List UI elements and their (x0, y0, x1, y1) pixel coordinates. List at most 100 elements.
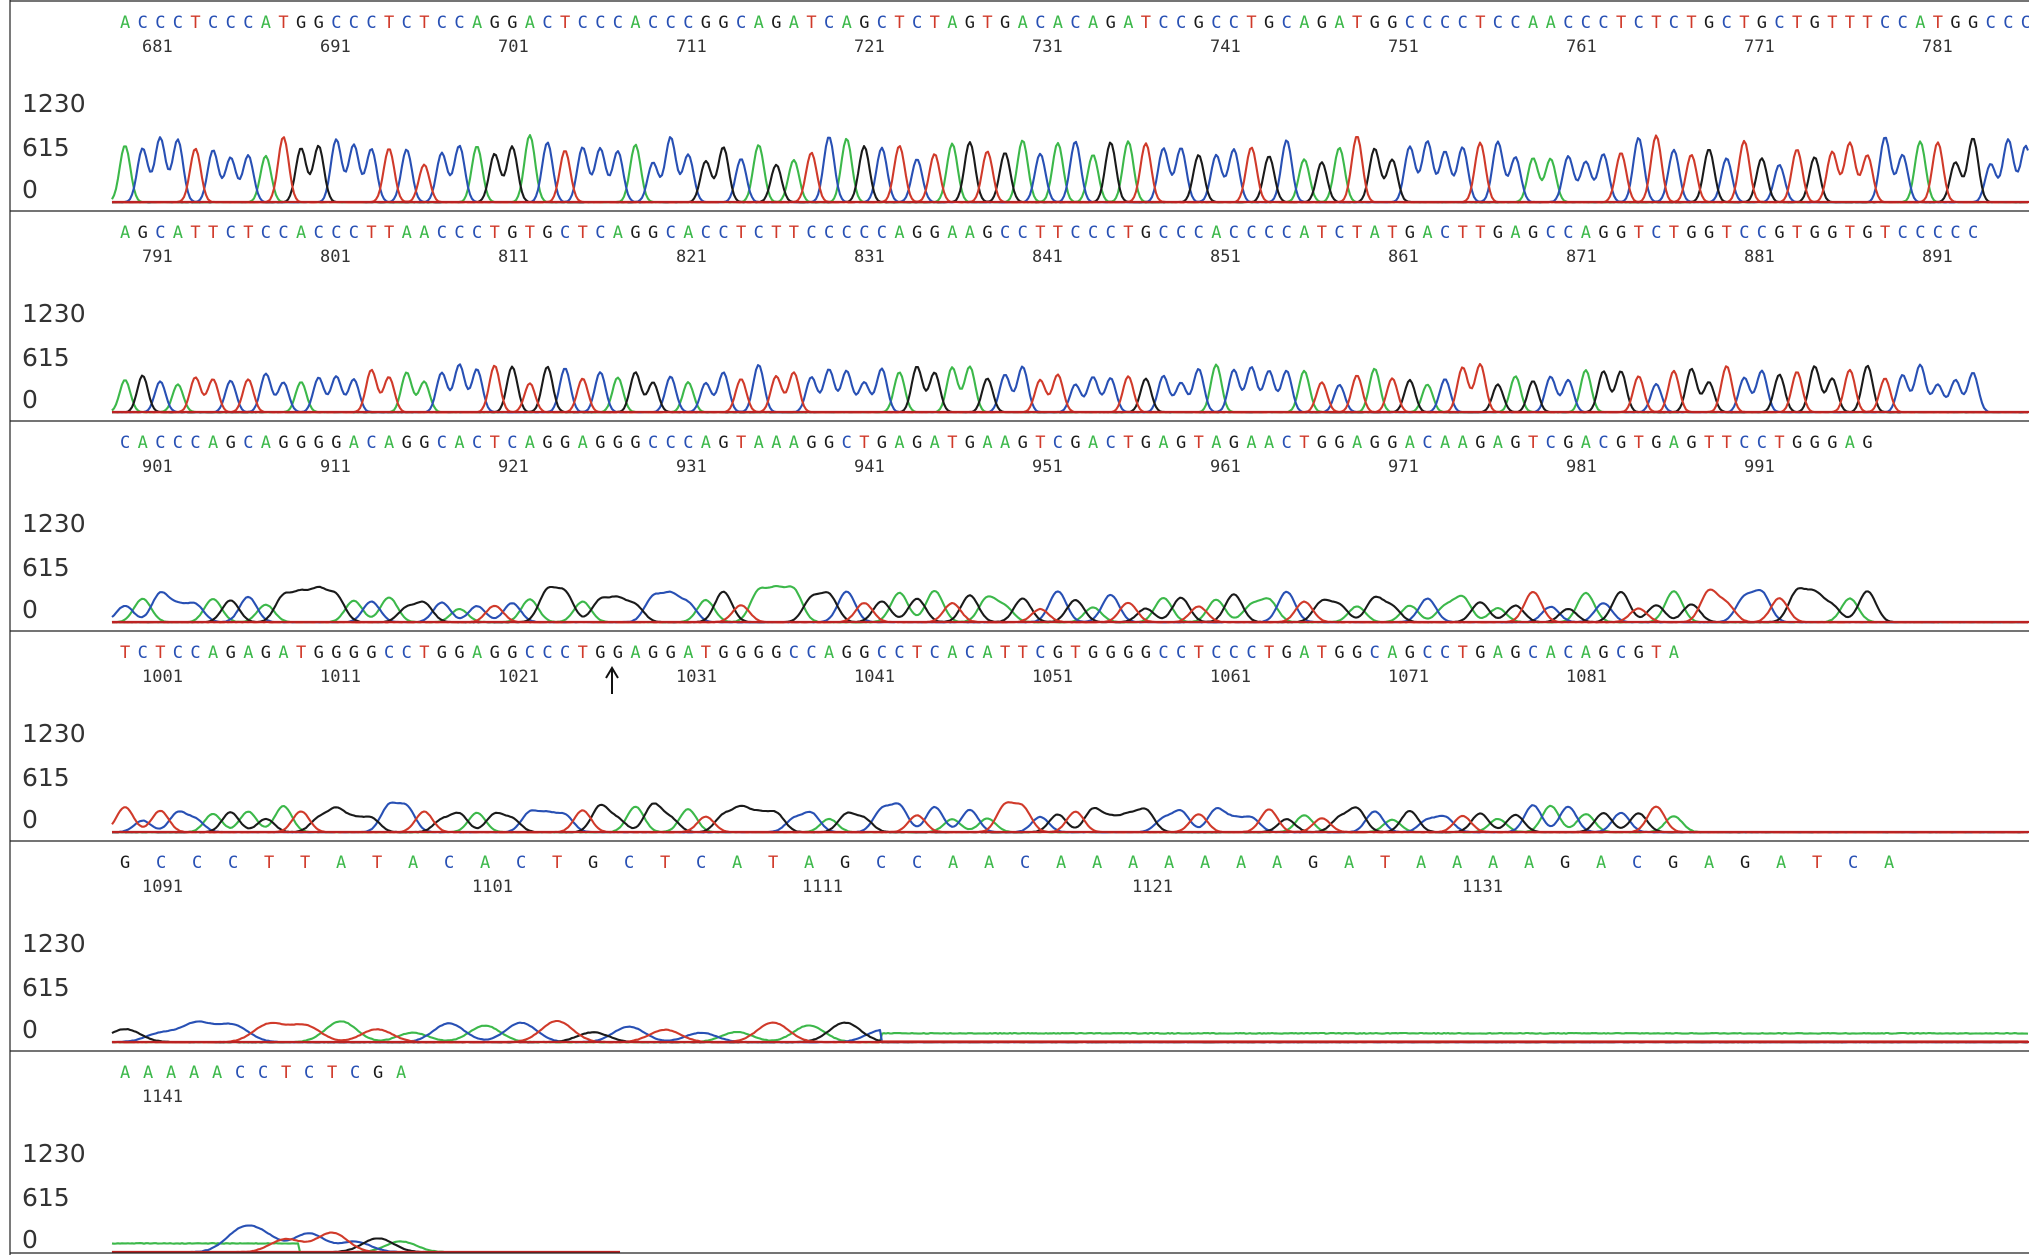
y-tick-label: 1230 (22, 929, 86, 958)
position-label: 1071 (1388, 667, 1429, 687)
base-call-T: T (1123, 223, 1133, 243)
base-call-T: T (1704, 433, 1714, 453)
base-call-T: T (894, 13, 904, 33)
base-call-T: T (1352, 13, 1362, 33)
trace-A (111, 1020, 2029, 1044)
base-call-C: C (1246, 643, 1256, 663)
base-call-C: C (349, 223, 359, 243)
base-call-C: C (120, 433, 130, 453)
base-call-G: G (542, 223, 552, 243)
base-call-C: C (1070, 13, 1080, 33)
base-call-G: G (1053, 643, 1063, 663)
base-call-C: C (1282, 433, 1292, 453)
base-call-G: G (1757, 13, 1767, 33)
base-call-C: C (1986, 13, 1996, 33)
base-call-T: T (1000, 643, 1010, 663)
base-call-G: G (138, 223, 148, 243)
base-call-T: T (327, 1063, 337, 1083)
base-call-C: C (1176, 223, 1186, 243)
base-call-G: G (1334, 643, 1344, 663)
position-label: 811 (498, 247, 529, 267)
base-call-C: C (437, 433, 447, 453)
base-call-A: A (336, 853, 346, 873)
base-call-A: A (1452, 853, 1462, 873)
base-call-G: G (965, 13, 975, 33)
base-call-A: A (243, 643, 253, 663)
base-call-A: A (208, 433, 218, 453)
trace-T (111, 801, 2028, 834)
base-call-G: G (226, 643, 236, 663)
base-call-C: C (173, 433, 183, 453)
base-call-C: C (824, 13, 834, 33)
base-call-T: T (701, 643, 711, 663)
trace-T (111, 1019, 2028, 1044)
base-call-C: C (402, 643, 412, 663)
base-call-T: T (982, 13, 992, 33)
position-label: 951 (1032, 457, 1063, 477)
base-call-C: C (1070, 223, 1080, 243)
base-call-C: C (190, 433, 200, 453)
base-call-C: C (912, 853, 922, 873)
base-call-C: C (789, 643, 799, 663)
base-call-C: C (1422, 433, 1432, 453)
base-call-G: G (613, 433, 623, 453)
position-label: 1051 (1032, 667, 1073, 687)
base-call-C: C (1739, 433, 1749, 453)
base-call-C: C (243, 13, 253, 33)
base-call-A: A (1352, 433, 1362, 453)
base-call-C: C (1898, 13, 1908, 33)
base-call-T: T (120, 643, 130, 663)
y-tick-label: 615 (22, 973, 70, 1002)
base-call-C: C (1405, 13, 1415, 33)
base-call-A: A (613, 223, 623, 243)
base-call-T: T (578, 223, 588, 243)
base-call-T: T (1018, 643, 1028, 663)
base-call-A: A (1088, 13, 1098, 33)
base-call-G: G (1810, 13, 1820, 33)
base-call-G: G (314, 433, 324, 453)
base-call-A: A (1334, 13, 1344, 33)
base-call-G: G (754, 643, 764, 663)
position-label: 791 (142, 247, 173, 267)
base-call-G: G (507, 223, 517, 243)
base-call-G: G (859, 643, 869, 663)
base-call-C: C (877, 643, 887, 663)
position-label: 1141 (142, 1087, 183, 1107)
base-call-C: C (1334, 223, 1344, 243)
base-call-A: A (1488, 853, 1498, 873)
base-call-A: A (408, 853, 418, 873)
base-call-T: T (155, 643, 165, 663)
base-call-G: G (331, 433, 341, 453)
base-call-A: A (472, 643, 482, 663)
base-call-C: C (1020, 853, 1030, 873)
y-tick-label: 0 (22, 175, 38, 204)
base-call-T: T (1792, 13, 1802, 33)
base-call-T: T (1933, 13, 1943, 33)
base-call-T: T (1739, 13, 1749, 33)
y-tick-label: 0 (22, 805, 38, 834)
base-call-A: A (1493, 643, 1503, 663)
base-call-T: T (490, 433, 500, 453)
base-call-G: G (1141, 643, 1151, 663)
base-call-A: A (894, 433, 904, 453)
base-call-A: A (1581, 223, 1591, 243)
base-call-G: G (1528, 223, 1538, 243)
base-call-G: G (842, 643, 852, 663)
base-call-C: C (859, 223, 869, 243)
position-label: 721 (854, 37, 885, 57)
position-label: 1021 (498, 667, 539, 687)
base-call-C: C (1598, 13, 1608, 33)
base-call-T: T (930, 13, 940, 33)
base-call-C: C (1581, 13, 1591, 33)
base-call-T: T (490, 223, 500, 243)
y-tick-label: 0 (22, 1015, 38, 1044)
base-call-C: C (1440, 643, 1450, 663)
base-call-A: A (1704, 853, 1714, 873)
base-call-C: C (1282, 13, 1292, 33)
base-call-C: C (261, 223, 271, 243)
base-call-C: C (1440, 13, 1450, 33)
base-call-G: G (1774, 223, 1784, 243)
base-call-A: A (296, 223, 306, 243)
